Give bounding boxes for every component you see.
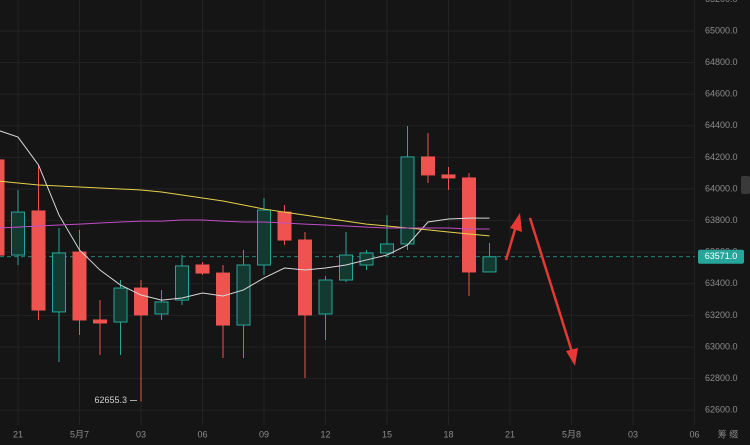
x-tick-label: 12 [320,429,330,439]
candle-body [216,272,230,326]
candle-body [113,287,128,323]
x-tick-label: 21 [13,429,23,439]
plot-background [0,0,695,425]
candle-body [236,264,251,326]
candle-body [339,254,353,281]
candle-body [52,252,66,313]
y-tick-label: 63000.0 [705,341,738,351]
candle-body [257,209,271,266]
candle-body [31,210,46,311]
candle-body [359,252,374,266]
candle-body [380,243,394,254]
x-tick-label: 06 [689,429,699,439]
y-tick-label: 64400.0 [705,120,738,130]
x-tick-label: 03 [136,429,146,439]
moving-average [0,219,490,230]
low-annotation: 62655.3 [94,395,127,405]
arrow-head [510,213,522,232]
plot: 62600.062800.063000.063200.063400.063600… [0,0,744,439]
y-tick-label: 64200.0 [705,152,738,162]
x-tick-label: 5月7 [70,429,89,439]
x-tick-label: 15 [382,429,392,439]
x-tick-label: 09 [259,429,269,439]
candle-body [154,301,169,315]
y-tick-label: 64600.0 [705,89,738,99]
arrow-up [504,225,518,261]
y-tick-label: 64000.0 [705,183,738,193]
candle-body [400,156,415,245]
candle-body [11,211,25,256]
x-tick-label: 5月8 [562,429,581,439]
moving-average [0,130,490,301]
y-tick-label: 63800.0 [705,215,738,225]
candle-body [462,177,476,273]
arrow-head [566,348,578,366]
candle-body [195,264,210,274]
y-tick-label: 65000.0 [705,25,738,35]
scroll-handle[interactable] [741,176,750,194]
candle-body [441,174,456,179]
y-tick-label: 62800.0 [705,373,738,383]
candle-body [0,159,5,256]
candle-body [277,211,292,241]
y-tick-label: 62600.0 [705,405,738,415]
candle-body [298,239,312,316]
x-tick-label: 21 [505,429,515,439]
y-tick-label: 65200.0 [705,0,738,4]
price-tag [698,249,744,264]
y-tick-label: 63400.0 [705,278,738,288]
corner-text: 筹 缀 [718,428,739,439]
arrow-down [528,217,574,353]
x-tick-label: 06 [197,429,207,439]
candle-body [134,287,148,316]
y-tick-label: 63200.0 [705,310,738,320]
candle-body [318,279,333,315]
x-tick-label: 03 [628,429,638,439]
candle-body [72,251,87,321]
candle-body [482,256,497,273]
y-tick-label: 64800.0 [705,57,738,67]
candle-body [421,156,435,176]
trend-arrows [504,213,578,366]
candle-body [175,265,189,301]
price-tag-label: 63571.0 [705,251,738,261]
candle-body [93,319,107,324]
x-tick-label: 18 [443,429,453,439]
